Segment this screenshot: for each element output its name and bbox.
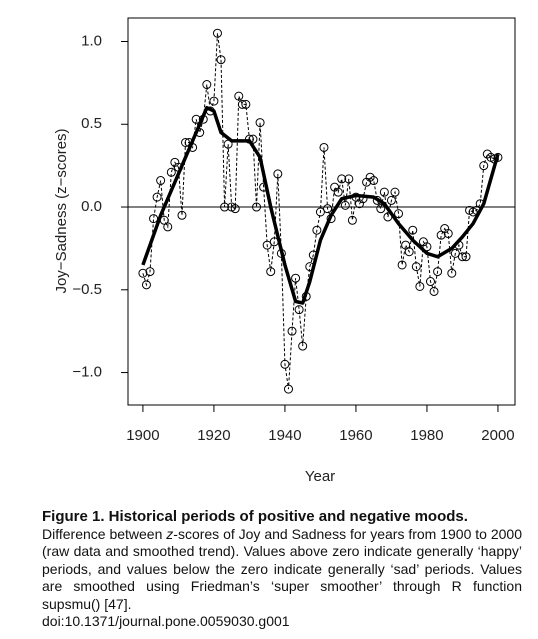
raw-point <box>237 99 247 109</box>
raw-point <box>379 187 389 197</box>
raw-point <box>266 267 276 277</box>
raw-point <box>216 55 226 65</box>
y-tick-label: −0.5 <box>72 281 102 298</box>
x-tick-label: 1980 <box>410 427 443 444</box>
raw-point <box>390 187 400 197</box>
raw-point <box>145 267 155 277</box>
x-axis-label: Year <box>305 468 335 485</box>
raw-point <box>493 152 503 162</box>
raw-point <box>312 225 322 235</box>
raw-point <box>212 28 222 38</box>
raw-point <box>461 252 471 262</box>
raw-point <box>294 305 304 315</box>
raw-point <box>283 384 293 394</box>
raw-point <box>411 262 421 272</box>
raw-point <box>376 204 386 214</box>
x-tick-label: 1900 <box>126 427 159 444</box>
raw-point <box>323 204 333 214</box>
raw-point <box>177 210 187 220</box>
raw-point <box>241 99 251 109</box>
raw-point <box>156 176 166 186</box>
raw-line <box>142 33 499 390</box>
caption: Figure 1. Historical periods of positive… <box>42 508 522 631</box>
raw-point <box>425 277 435 287</box>
raw-point <box>273 169 283 179</box>
y-tick-label: 0.0 <box>81 198 102 215</box>
raw-point <box>315 207 325 217</box>
x-tick-label: 1940 <box>268 427 301 444</box>
raw-point <box>457 252 467 262</box>
raw-point <box>422 242 432 252</box>
chart: Year Joy−Sadness (z−scores) −1.0 −0.5 0.0 0… <box>53 17 516 485</box>
smoothed-line <box>141 105 500 305</box>
y-tick-label: 0.5 <box>81 115 102 132</box>
x-tick-label: 2000 <box>481 427 514 444</box>
raw-point <box>404 247 414 257</box>
raw-point <box>333 187 343 197</box>
raw-point <box>450 248 460 258</box>
raw-point <box>202 80 212 90</box>
caption-italic: z <box>166 525 174 542</box>
y-tick-label: −1.0 <box>72 364 102 381</box>
raw-point <box>369 176 379 186</box>
raw-point <box>166 167 176 177</box>
raw-point <box>397 260 407 270</box>
y-tick-label: 1.0 <box>81 32 102 49</box>
raw-point <box>220 202 230 212</box>
raw-point <box>319 142 329 152</box>
caption-doi: doi:10.1371/journal.pone.0059030.g001 <box>42 613 290 629</box>
raw-point <box>149 214 159 224</box>
raw-point <box>429 286 439 296</box>
raw-point <box>347 215 357 225</box>
y-axis-label: Joy−Sadness (z−scores) <box>53 128 70 293</box>
raw-point <box>433 267 443 277</box>
raw-point <box>255 118 265 128</box>
raw-point <box>230 204 240 214</box>
caption-text: Difference between <box>42 525 167 542</box>
raw-point <box>447 268 457 278</box>
raw-point <box>298 341 308 351</box>
raw-point <box>280 359 290 369</box>
raw-point <box>252 202 262 212</box>
raw-point <box>141 280 151 290</box>
raw-point <box>262 240 272 250</box>
raw-point <box>163 222 173 232</box>
raw-point <box>344 174 354 184</box>
raw-point <box>415 281 425 291</box>
raw-point <box>181 137 191 147</box>
raw-point <box>408 225 418 235</box>
raw-point <box>386 195 396 205</box>
raw-point <box>337 174 347 184</box>
raw-point <box>340 200 350 210</box>
caption-text: -scores of Joy and Sadness for years fro… <box>42 525 522 612</box>
raw-point <box>152 192 162 202</box>
raw-point <box>291 273 301 283</box>
raw-point <box>394 209 404 219</box>
x-tick-label: 1920 <box>197 427 230 444</box>
plot-box <box>127 17 516 406</box>
raw-point <box>138 268 148 278</box>
raw-point <box>479 161 489 171</box>
raw-point <box>287 326 297 336</box>
raw-point <box>234 91 244 101</box>
raw-point <box>209 96 219 106</box>
caption-title: Figure 1. Historical periods of positive… <box>42 508 468 525</box>
raw-point <box>443 229 453 239</box>
x-tick-label: 1960 <box>339 427 372 444</box>
